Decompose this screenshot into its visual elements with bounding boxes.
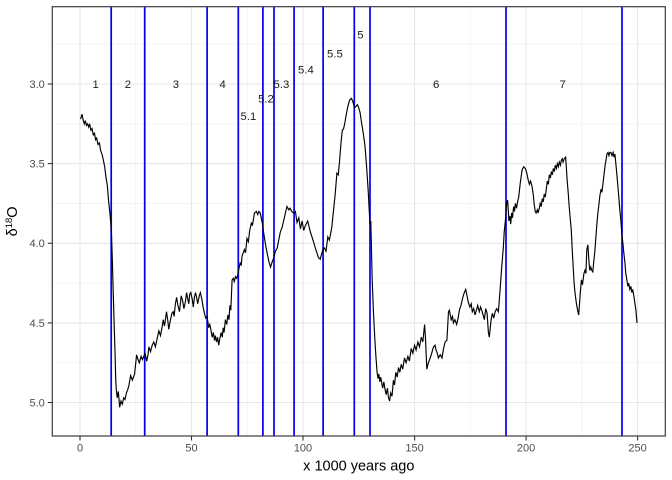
x-tick-label-150: 150 (405, 443, 423, 455)
stage-label-5: 5 (357, 30, 363, 42)
stage-label-5.1: 5.1 (241, 111, 257, 123)
y-tick-label-4.0: 4.0 (30, 238, 45, 250)
y-tick-label-5.0: 5.0 (30, 397, 45, 409)
stage-label-2: 2 (125, 79, 131, 91)
y-tick-label-3.0: 3.0 (30, 79, 45, 91)
stage-label-6: 6 (433, 79, 439, 91)
d18o-series-line (80, 97, 638, 408)
x-axis-title: x 1000 years ago (303, 459, 414, 475)
stage-label-5.5: 5.5 (327, 49, 343, 61)
stage-label-1: 1 (92, 79, 98, 91)
x-tick-label-50: 50 (185, 443, 197, 455)
x-tick-label-100: 100 (294, 443, 312, 455)
stage-label-3: 3 (173, 79, 179, 91)
x-tick-label-200: 200 (517, 443, 535, 455)
y-axis-title: δ18O (4, 206, 21, 236)
stage-label-5.3: 5.3 (274, 79, 290, 91)
panel-border (51, 6, 666, 437)
x-tick-label-0: 0 (77, 443, 83, 455)
y-tick-label-4.5: 4.5 (30, 318, 45, 330)
stage-label-4: 4 (220, 79, 226, 91)
x-tick-label-250: 250 (628, 443, 646, 455)
stage-label-7: 7 (560, 79, 566, 91)
stage-label-5.4: 5.4 (298, 65, 314, 77)
stage-label-5.2: 5.2 (258, 93, 274, 105)
y-tick-label-3.5: 3.5 (30, 158, 45, 170)
